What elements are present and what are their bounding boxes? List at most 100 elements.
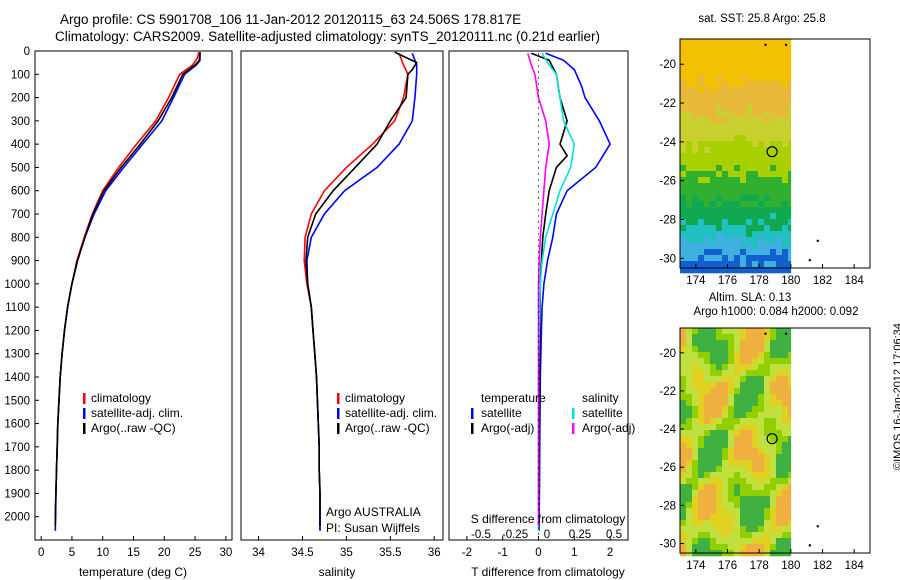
- sst-map-cell: [710, 231, 717, 238]
- sla-map-cell: [722, 376, 729, 383]
- sst-map-cell: [734, 39, 741, 46]
- sla-map-cell: [680, 526, 687, 533]
- salinity-legend-label: climatology: [345, 391, 405, 405]
- sst-map-cell: [722, 261, 729, 268]
- sst-map-cell: [782, 171, 789, 178]
- sst-map-cell: [758, 261, 765, 268]
- sla-map-cell: [734, 430, 741, 437]
- sla-map-cell: [776, 388, 783, 395]
- sla-map-cell: [698, 334, 705, 341]
- sla-map-cell: [764, 496, 771, 503]
- sst-map-cell: [758, 45, 765, 52]
- sla-map-cell: [770, 358, 777, 365]
- sla-map-cell: [704, 418, 711, 425]
- sst-map-cell: [686, 117, 693, 124]
- sst-map-cell: [758, 189, 765, 196]
- sla-map-cell: [716, 388, 723, 395]
- sst-map-cell: [716, 213, 723, 220]
- sst-map-cell: [710, 219, 717, 226]
- sla-map-cell: [680, 508, 687, 515]
- sst-map-cell: [734, 51, 741, 58]
- sst-map-cell: [698, 267, 705, 274]
- sst-map-cell: [716, 39, 723, 46]
- sst-map-cell: [764, 177, 771, 184]
- sst-map-cell: [722, 165, 729, 172]
- sla-map-cell: [728, 394, 735, 401]
- sst-map-cell: [728, 195, 735, 202]
- temperature-legend-label: Argo(..raw -QC): [91, 421, 176, 435]
- sla-map-cell: [680, 424, 687, 431]
- sla-map-cell: [698, 472, 705, 479]
- sst-map-cell: [764, 81, 771, 88]
- sst-map-cell: [680, 237, 687, 244]
- sla-map-cell: [704, 370, 711, 377]
- tdiff-tick-label: 2: [607, 547, 613, 559]
- temperature-tick-label: 20: [158, 547, 171, 559]
- sla-map-cell: [782, 520, 789, 527]
- sst-map-cell: [704, 255, 711, 262]
- sla-map-cell: [698, 538, 705, 545]
- sla-map-cell: [692, 346, 699, 353]
- sla-map-cell: [758, 364, 765, 371]
- sst-map-lon-tick-label: 176: [718, 275, 737, 287]
- sst-map-cell: [746, 81, 753, 88]
- sst-map-cell: [698, 201, 705, 208]
- sst-map-cell: [716, 171, 723, 178]
- sst-map-cell: [788, 201, 792, 208]
- sla-map-cell: [764, 346, 771, 353]
- sla-map-cell: [710, 400, 717, 407]
- sla-map-cell: [782, 424, 789, 431]
- sla-map-cell: [722, 388, 729, 395]
- sla-map-cell: [788, 400, 792, 407]
- difference-series-3: [527, 53, 551, 526]
- sst-map-cell: [728, 75, 735, 82]
- sla-map-cell: [716, 538, 723, 545]
- salinity-tick-label: 35.5: [379, 547, 401, 559]
- sla-map-cell: [710, 424, 717, 431]
- depth-tick-label: 1700: [4, 442, 30, 454]
- sst-map-cell: [686, 75, 693, 82]
- sla-map-cell: [788, 436, 792, 443]
- sst-map-cell: [782, 57, 789, 64]
- sst-map-cell: [776, 261, 783, 268]
- sla-map-cell: [770, 406, 777, 413]
- sst-map-cell: [686, 81, 693, 88]
- sst-map-cell: [788, 189, 792, 196]
- sla-map-cell: [788, 388, 792, 395]
- sla-map-cell: [692, 478, 699, 485]
- sla-map-subtitle: Argo h1000: 0.084 h2000: 0.092: [694, 306, 859, 318]
- sla-map-cell: [692, 526, 699, 533]
- sst-map-cell: [710, 45, 717, 52]
- sla-map-cell: [764, 490, 771, 497]
- salinity-axis-label: salinity: [319, 565, 356, 579]
- sla-map-cell: [680, 472, 687, 479]
- sst-map-cell: [788, 141, 792, 148]
- sla-map-cell: [746, 532, 753, 539]
- sla-map-cell: [758, 436, 765, 443]
- sst-map-cell: [764, 165, 771, 172]
- salinity-tick-label: 35: [340, 547, 353, 559]
- sst-map-cell: [680, 225, 687, 232]
- sst-map-cell: [698, 87, 705, 94]
- sst-map-cell: [704, 171, 711, 178]
- sst-map-cell: [782, 141, 789, 148]
- sst-map-cell: [776, 243, 783, 250]
- sst-map-cell: [728, 213, 735, 220]
- sla-map-cell: [740, 508, 747, 515]
- sla-map-cell: [734, 334, 741, 341]
- sla-map-cell: [716, 376, 723, 383]
- sla-map-cell: [776, 406, 783, 413]
- sla-map-cell: [704, 406, 711, 413]
- sla-map-cell: [716, 358, 723, 365]
- sla-map-cell: [782, 376, 789, 383]
- sst-map-cell: [788, 261, 792, 268]
- sst-map-cell: [776, 75, 783, 82]
- sst-map-cell: [686, 225, 693, 232]
- sst-map-cell: [776, 183, 783, 190]
- sla-map-cell: [776, 532, 783, 539]
- sla-map-cell: [752, 358, 759, 365]
- sla-map-cell: [782, 526, 789, 533]
- sla-map-cell: [734, 484, 741, 491]
- sst-map-cell: [788, 99, 792, 106]
- sst-map-cell: [764, 63, 771, 70]
